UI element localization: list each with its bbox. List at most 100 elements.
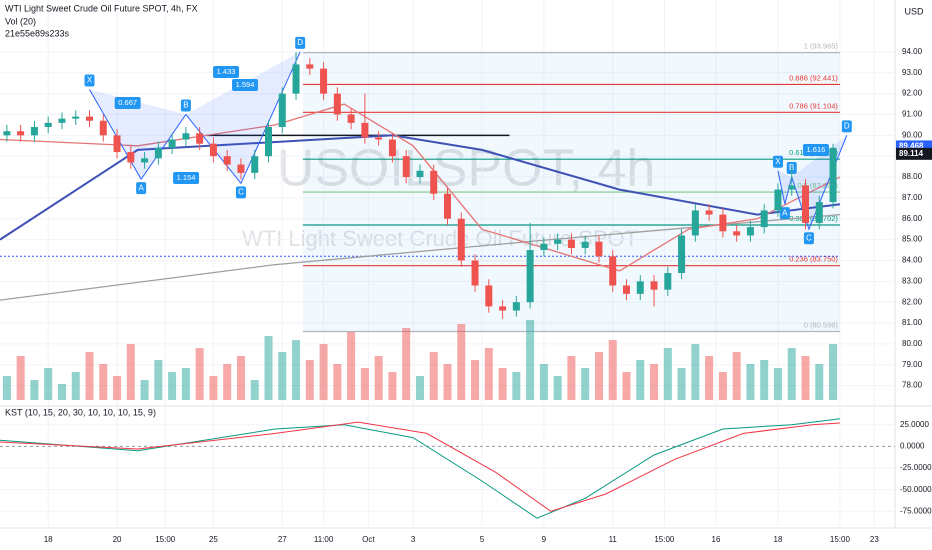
pattern-point-label: X — [775, 157, 781, 166]
volume-bar — [787, 348, 796, 400]
candle-body — [402, 156, 410, 178]
candle-body — [733, 231, 741, 236]
volume-bar — [443, 364, 452, 400]
kst-tick-label: 0.0000 — [900, 441, 925, 450]
candle-body — [237, 164, 245, 173]
y-tick-label: 91.00 — [902, 110, 923, 119]
candle-body — [209, 143, 217, 157]
ratio-label: 1.154 — [177, 173, 196, 182]
volume-bar — [236, 356, 245, 400]
ratio-box — [232, 79, 259, 91]
kst-line — [0, 421, 840, 512]
x-tick-label: 3 — [411, 535, 416, 544]
pattern-point-box — [180, 99, 191, 112]
candle-body — [444, 193, 451, 219]
x-tick-label: 18 — [44, 535, 53, 544]
volume-bar — [746, 364, 755, 400]
x-tick-label: 11 — [609, 535, 618, 544]
volume-bar — [71, 372, 80, 400]
volume-bar — [126, 344, 135, 400]
x-tick-label: 18 — [774, 535, 783, 544]
pattern-point-label: X — [87, 76, 93, 85]
volume-bar — [608, 340, 617, 400]
volume-bar — [305, 360, 314, 400]
candle-body — [815, 202, 823, 223]
pattern-point-box — [136, 182, 147, 195]
volume-bar — [663, 348, 672, 400]
volume-bar — [415, 376, 424, 400]
plot: 1 (93.965) 0.886 (92.441) 0.786 (91.104) 0.… — [0, 0, 895, 526]
volume-bar — [319, 344, 328, 400]
volume-bar — [30, 380, 39, 400]
candle-body — [72, 116, 80, 119]
candle-body — [485, 285, 493, 307]
pattern-point-label: C — [806, 233, 812, 242]
price-tag-label: 89.468 — [899, 142, 924, 151]
candle-body — [430, 170, 438, 194]
volume-bar — [718, 372, 727, 400]
x-tick-label: 15:00 — [155, 535, 176, 544]
indicator-label: 21e55e89s233s — [5, 28, 70, 38]
volume-bar — [457, 324, 466, 400]
y-tick-label: 80.00 — [902, 339, 923, 348]
volume-bar — [801, 356, 810, 400]
y-tick-label: 87.00 — [902, 193, 923, 202]
volume-bar — [154, 360, 163, 400]
pattern-point-box — [772, 155, 783, 168]
candle-body — [388, 139, 396, 157]
volume-bar — [539, 364, 548, 400]
volume-label: Vol (20) — [5, 16, 36, 26]
candle-body — [292, 64, 300, 94]
candle-body — [746, 227, 754, 236]
kst-tick-label: 25.0000 — [900, 420, 929, 429]
candle-body — [788, 185, 796, 190]
candle-body — [141, 158, 149, 163]
fib-label: 0.786 (91.104) — [789, 101, 838, 110]
candle-body — [499, 306, 507, 311]
candle-body — [540, 243, 548, 251]
x-tick-label: 15:00 — [654, 535, 675, 544]
pattern-point-label: D — [844, 121, 850, 130]
volume-bar — [264, 336, 273, 400]
y-tick-label: 90.00 — [902, 130, 923, 139]
candle-body — [333, 93, 341, 115]
volume-bar — [815, 364, 824, 400]
y-tick-label: 85.00 — [902, 235, 923, 244]
candle-body — [154, 147, 162, 159]
candle-body — [829, 147, 837, 203]
candle-body — [609, 256, 617, 286]
pattern-line — [89, 51, 301, 185]
x-tick-label: 11:00 — [314, 535, 334, 544]
volume-bar — [829, 344, 838, 400]
candle-body — [650, 281, 658, 290]
ratio-box — [213, 66, 240, 78]
candle-body — [99, 120, 107, 136]
x-tick-label: 15:00 — [830, 535, 851, 544]
candle-body — [623, 285, 630, 294]
ratio-box — [802, 144, 829, 156]
volume-bar — [677, 368, 686, 400]
volume-bar — [594, 352, 603, 400]
fib-label: 0.886 (92.441) — [789, 73, 838, 82]
volume-bar — [732, 352, 741, 400]
volume-bar — [512, 372, 521, 400]
pattern-point-label: A — [138, 183, 144, 192]
y-tick-label: 79.00 — [902, 360, 923, 369]
volume-bar — [250, 380, 259, 400]
x-tick-label: 20 — [113, 535, 122, 544]
volume-bar — [292, 340, 301, 400]
volume-bar — [181, 368, 190, 400]
pattern-point-box — [803, 232, 814, 245]
ratio-label: 1.433 — [217, 67, 236, 76]
candle-body — [320, 68, 328, 94]
candle-body — [554, 239, 562, 244]
y-tick-label: 83.00 — [902, 276, 923, 285]
y-tick-label: 78.00 — [902, 381, 923, 390]
y-tick-label: 86.00 — [902, 214, 923, 223]
y-tick-label: 92.00 — [902, 89, 923, 98]
candle-body — [127, 152, 135, 163]
volume-bar — [484, 348, 493, 400]
candle-body — [278, 93, 286, 128]
candle-body — [30, 127, 38, 136]
